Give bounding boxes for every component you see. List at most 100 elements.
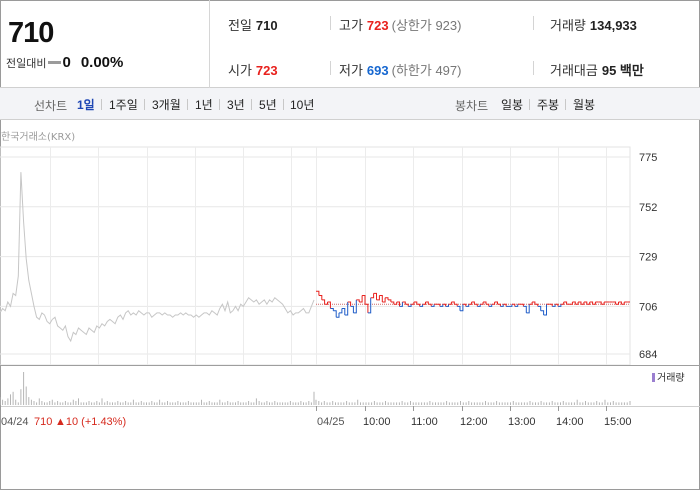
tab-weekly-candle[interactable]: 주봉: [537, 98, 560, 112]
y-axis: 775 752 729 706 684: [639, 152, 657, 361]
prev-close-value: 710: [255, 18, 278, 33]
price-step-segment: [621, 302, 625, 305]
price-step-segment: [425, 301, 429, 305]
no-change-icon: [48, 61, 62, 64]
price-step-segment: [399, 302, 403, 307]
y-tick-label: 752: [639, 202, 657, 214]
price-step-segment: [500, 304, 504, 307]
price-step-segment: [569, 302, 573, 305]
volume-legend: 거래량: [657, 372, 685, 384]
price-step-segment: [483, 301, 487, 305]
price-step-segment: [543, 304, 547, 316]
x-date-label: 04/25: [317, 416, 345, 428]
tab-1year[interactable]: 1년: [195, 98, 213, 112]
price-step-segment: [327, 301, 331, 309]
price-step-segment: [321, 299, 326, 305]
candle-chart-label: 봉차트: [455, 99, 489, 113]
price-step-segment: [558, 304, 562, 307]
price-step-segment: [503, 303, 507, 307]
price-step-segment: [601, 302, 605, 305]
price-step-segment: [379, 295, 383, 302]
price-step-segment: [480, 302, 484, 305]
price-step-segment: [592, 302, 596, 305]
price-step-segment: [373, 292, 377, 300]
price-step-segment: [486, 303, 490, 307]
y-tick-label: 775: [639, 152, 657, 164]
tab-3months[interactable]: 3개월: [152, 98, 181, 112]
price-step-segment: [488, 304, 493, 307]
price-step-segment: [471, 301, 475, 305]
price-step-segment: [370, 293, 375, 299]
price-step-segment: [509, 304, 513, 307]
divider: [283, 99, 284, 110]
price-step-segment: [540, 310, 545, 315]
price-step-segment: [534, 303, 539, 307]
price-step-segment: [457, 305, 461, 311]
price-step-segment: [356, 299, 360, 302]
price-step-segment: [330, 308, 334, 311]
amount-label: 거래대금: [550, 63, 598, 78]
low-price: 저가 693 (하한가 497): [339, 60, 461, 79]
price-step-segment: [583, 301, 588, 305]
price-step-segment: [560, 302, 565, 305]
line-chart-label: 선차트: [34, 99, 68, 113]
price-step-segment: [347, 301, 352, 307]
price-step-segment: [477, 304, 481, 307]
divider: [144, 99, 145, 110]
tab-10years[interactable]: 10년: [290, 98, 315, 112]
tab-1week[interactable]: 1주일: [109, 98, 138, 112]
open-price: 시가 723: [228, 60, 278, 79]
price-step-segment: [442, 303, 447, 307]
price-step-segment: [454, 303, 458, 307]
price-step-segment: [451, 301, 455, 305]
chart-footer: 710 ▲10 (+1.43%): [34, 416, 126, 428]
volume-label: 거래량: [550, 18, 586, 33]
footer-price: 710: [34, 416, 52, 428]
x-date-label: 04/24: [1, 416, 29, 428]
price-step-segment: [462, 303, 467, 307]
price-step-segment: [612, 301, 617, 305]
price-step-segment: [529, 302, 533, 305]
quote-panel: 710 전일대비 0 0.00% 전일 710 고가 723 (상한가 923) 거래…: [0, 0, 700, 88]
prev-close-label: 전일: [228, 18, 252, 33]
prev-close: 전일 710: [228, 15, 278, 34]
tab-daily-candle[interactable]: 일봉: [501, 98, 524, 112]
divider: [187, 99, 188, 110]
change-value: 0: [62, 54, 71, 71]
price-step-segment: [532, 301, 536, 305]
divider: [533, 61, 534, 75]
divider: [330, 61, 331, 75]
low-label: 저가: [339, 63, 363, 78]
tab-monthly-candle[interactable]: 월봉: [573, 98, 596, 112]
price-step-segment: [575, 302, 579, 305]
divider: [330, 16, 331, 30]
tab-1day[interactable]: 1일: [77, 98, 95, 112]
tab-5years[interactable]: 5년: [259, 98, 277, 112]
price-step-segment: [388, 299, 392, 302]
price-step-segment: [341, 308, 346, 315]
divider: [219, 99, 220, 110]
price-step-segment: [589, 301, 594, 305]
price-step-segment: [497, 303, 501, 307]
open-label: 시가: [228, 63, 252, 78]
price-step-segment: [555, 303, 559, 307]
change-rate: 0.00%: [80, 54, 124, 71]
price-step-segment: [563, 301, 568, 305]
low-value: 693: [366, 63, 389, 78]
price-step-segment: [618, 301, 622, 305]
price-step-segment: [396, 301, 400, 307]
price-step-segment: [537, 305, 542, 311]
divider: [533, 16, 534, 30]
price-step-segment: [416, 303, 421, 307]
price-step-segment: [437, 303, 441, 307]
tab-3years[interactable]: 3년: [227, 98, 245, 112]
price-step-segment: [382, 297, 386, 303]
price-step-segment: [578, 301, 582, 305]
price-step-segment: [526, 304, 530, 314]
price-step-segment: [333, 310, 337, 318]
divider: [529, 99, 530, 110]
price-step-segment: [408, 304, 412, 307]
price-step-segment: [367, 297, 372, 314]
price-step-segment: [514, 304, 519, 307]
current-price-box: 710 전일대비 0 0.00%: [0, 0, 210, 88]
